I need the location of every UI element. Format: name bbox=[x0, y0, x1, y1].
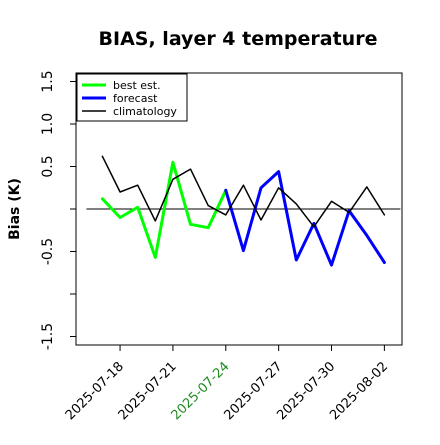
y-tick-label: 0.5 bbox=[40, 155, 56, 177]
chart-title: BIAS, layer 4 temperature bbox=[99, 28, 378, 50]
y-tick-label: 1.5 bbox=[40, 70, 56, 92]
y-tick-label: 1.0 bbox=[40, 113, 56, 135]
series-line-climatology bbox=[101, 155, 386, 228]
y-tick-label: -0.5 bbox=[40, 238, 56, 265]
plot-area: -1.5-0.50.51.01.52025-07-182025-07-21202… bbox=[40, 70, 403, 423]
legend-label: best est. bbox=[113, 79, 161, 92]
legend-label: climatology bbox=[113, 105, 177, 118]
y-axis-label: Bias (K) bbox=[7, 178, 23, 240]
series-line-best-est bbox=[100, 160, 228, 259]
legend-label: forecast bbox=[113, 92, 158, 105]
series-line-forecast bbox=[224, 170, 386, 267]
y-tick-label: -1.5 bbox=[40, 323, 56, 350]
